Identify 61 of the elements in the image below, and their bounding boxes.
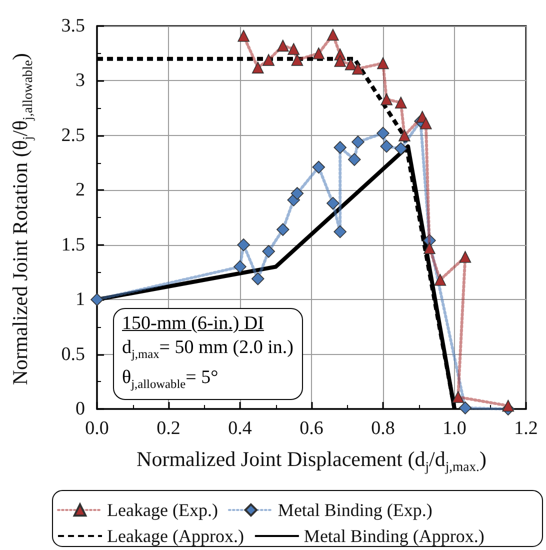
- point: [352, 62, 364, 75]
- x-tick-label: 1.2: [514, 418, 538, 439]
- point: [237, 238, 250, 252]
- legend-label: Metal Binding (Approx.): [304, 526, 484, 546]
- point: [377, 57, 389, 70]
- y-tick-label: 3: [76, 70, 85, 92]
- point: [252, 62, 264, 74]
- point: [288, 43, 300, 55]
- point: [334, 225, 346, 238]
- annotation: θ$_{j,allowable}$= 5°: [122, 366, 220, 393]
- x-tick-label: 0.6: [300, 418, 324, 439]
- point: [262, 245, 275, 258]
- point: [434, 274, 446, 286]
- point: [502, 400, 514, 412]
- y-tick-label: 0: [76, 398, 85, 420]
- point: [334, 55, 346, 67]
- point: [251, 272, 264, 286]
- y-tick-label: 1: [76, 289, 85, 310]
- point: [458, 402, 472, 414]
- annotation: 150-mm (6-in.) DI: [122, 312, 265, 336]
- legend-label: Leakage (Approx.): [107, 526, 244, 546]
- y-tick-label: 2.5: [61, 124, 85, 146]
- point: [352, 136, 364, 148]
- point: [334, 141, 346, 154]
- point: [312, 160, 326, 174]
- legend-label: Metal Binding (Exp.): [278, 500, 432, 520]
- x-tick-label: 0.8: [371, 418, 395, 439]
- point: [344, 58, 357, 70]
- point: [424, 242, 436, 254]
- x-tick-label: 1.0: [442, 418, 466, 439]
- legend-label: Leakage (Exp.): [107, 500, 218, 520]
- y-tick-label: 2: [76, 180, 85, 201]
- point: [459, 250, 472, 263]
- point: [276, 223, 290, 236]
- point: [326, 196, 340, 210]
- annotation: d$_{j,max}$= 50 mm (2.0 in.): [122, 336, 294, 363]
- point: [376, 126, 390, 140]
- point: [348, 153, 361, 166]
- point: [238, 30, 250, 42]
- point: [312, 47, 325, 60]
- y-tick-label: 1.5: [61, 234, 85, 256]
- point: [277, 40, 289, 52]
- y-tick-label: 3.5: [61, 16, 85, 36]
- point: [420, 117, 432, 130]
- point: [262, 54, 274, 66]
- x-tick-label: 0.4: [228, 418, 252, 439]
- point: [452, 391, 464, 403]
- point: [234, 260, 246, 274]
- point: [394, 96, 407, 108]
- point: [90, 293, 104, 306]
- point: [327, 28, 339, 41]
- y-tick-label: 0.5: [61, 344, 85, 365]
- point: [398, 130, 410, 142]
- x-axis-title: Normalized Joint Displacement (d$_{j}$/d$_{j,max.}$): [136, 447, 488, 476]
- x-tick-label: 0.2: [156, 418, 180, 439]
- point: [290, 187, 304, 200]
- point: [394, 142, 408, 155]
- x-tick-label: 0.0: [85, 418, 109, 439]
- point: [380, 93, 392, 106]
- point: [380, 140, 393, 153]
- point: [291, 54, 304, 66]
